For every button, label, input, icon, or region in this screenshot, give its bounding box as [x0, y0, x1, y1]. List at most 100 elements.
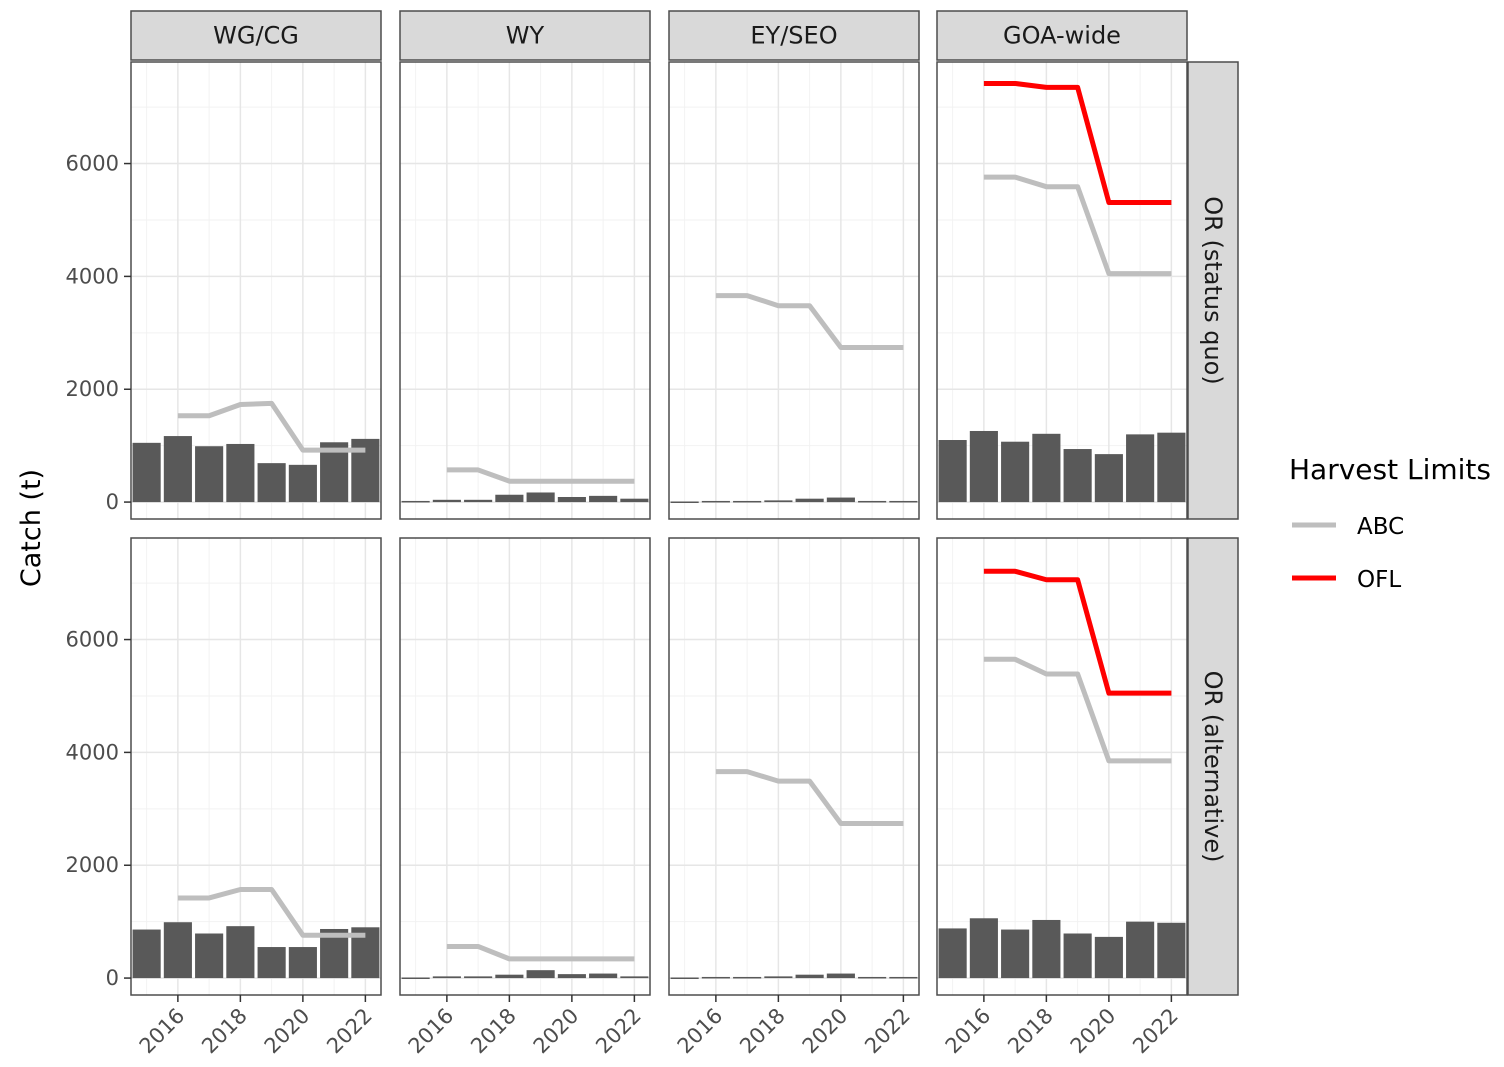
- catch-bar-2020: [288, 947, 317, 979]
- catch-bar-2017: [464, 499, 493, 503]
- catch-bar-2019: [526, 492, 555, 503]
- x-tick-label: 2022: [591, 1004, 646, 1059]
- catch-bar-2019: [795, 498, 824, 503]
- panel-0-2: [668, 61, 920, 520]
- x-tick-label: 2018: [466, 1004, 521, 1059]
- panel-border: [936, 537, 1188, 996]
- catch-bar-2017: [1001, 441, 1030, 503]
- catch-bar-2016: [969, 918, 998, 979]
- panel-1-2: [668, 537, 920, 996]
- catch-bar-2018: [1032, 919, 1061, 979]
- abc-line: [983, 174, 1172, 277]
- column-strip-box: [130, 10, 382, 61]
- catch-bar-2022: [620, 976, 649, 979]
- panel-background: [131, 538, 381, 995]
- column-strip-label: EY/SEO: [750, 22, 837, 50]
- column-strip-box: [936, 10, 1188, 61]
- catch-bar-2020: [826, 973, 855, 979]
- x-axis: 2016 2018 2020 2022 2016 2018 2020 2022 2016 2018…: [135, 995, 1183, 1058]
- catch-bar-2015: [132, 929, 161, 979]
- catch-bar-2018: [495, 494, 524, 503]
- catch-bar-2020: [1094, 454, 1123, 503]
- catch-bar-2019: [257, 463, 286, 503]
- abc-line: [715, 293, 904, 350]
- y-tick-label: 2000: [66, 853, 119, 877]
- catch-bar-2015: [670, 977, 699, 980]
- panel-0-1: [399, 61, 651, 520]
- catch-bar-2016: [969, 430, 998, 503]
- y-tick-label: 0: [106, 490, 119, 514]
- x-tick-label: 2022: [322, 1004, 377, 1059]
- catch-bar-2016: [701, 500, 730, 503]
- abc-line: [446, 467, 635, 484]
- row-strip-label: OR (status quo): [1199, 196, 1227, 384]
- catch-bar-2018: [1032, 433, 1061, 503]
- row-strip-box: [1187, 537, 1239, 996]
- y-axis-title: Catch (t): [16, 469, 47, 587]
- panel-border: [130, 61, 382, 520]
- catch-bar-2020: [557, 496, 586, 503]
- catch-bar-2017: [464, 976, 493, 979]
- legend: Harvest Limits ABC OFL: [1289, 453, 1491, 593]
- y-tick-label: 6000: [66, 628, 119, 652]
- catch-bar-2019: [526, 970, 555, 979]
- x-tick-label: 2016: [941, 1004, 996, 1059]
- panel-background: [669, 538, 919, 995]
- panel-border: [936, 61, 1188, 520]
- catch-bar-2015: [132, 442, 161, 503]
- catch-bar-2015: [401, 500, 430, 503]
- column-strip-label: WY: [506, 22, 545, 50]
- panel-0-3: [936, 61, 1188, 520]
- catch-bar-2016: [432, 976, 461, 979]
- catch-bar-2017: [195, 446, 224, 503]
- abc-line: [446, 943, 635, 962]
- panel-1-0: [130, 537, 382, 996]
- catch-bar-2017: [733, 976, 762, 979]
- panel-border: [668, 537, 920, 996]
- abc-line: [983, 656, 1172, 764]
- column-strips: WG/CG WY EY/SEO GOA-wide: [130, 10, 1188, 61]
- catch-bar-2022: [1157, 432, 1186, 503]
- catch-bar-2019: [1063, 933, 1092, 979]
- catch-bar-2015: [938, 440, 967, 503]
- catch-bar-2020: [288, 464, 317, 503]
- catch-bar-2021: [589, 495, 618, 503]
- catch-bar-2020: [826, 497, 855, 503]
- x-tick-label: 2022: [1128, 1004, 1183, 1059]
- catch-bar-2020: [1094, 936, 1123, 979]
- catch-bar-2021: [589, 973, 618, 979]
- panel-1-3: [936, 537, 1188, 996]
- panel-background: [400, 538, 650, 995]
- y-tick-label: 4000: [66, 264, 119, 288]
- catch-bar-2022: [889, 976, 918, 979]
- abc-line: [177, 400, 366, 453]
- catch-bar-2016: [432, 499, 461, 503]
- x-tick-label: 2020: [1066, 1004, 1121, 1059]
- panel-border: [668, 61, 920, 520]
- legend-title: Harvest Limits: [1289, 453, 1491, 486]
- panel-1-1: [399, 537, 651, 996]
- column-strip-box: [399, 10, 651, 61]
- panel-background: [400, 62, 650, 519]
- legend-label-ofl: OFL: [1357, 567, 1401, 593]
- x-tick-label: 2020: [798, 1004, 853, 1059]
- panel-border: [130, 537, 382, 996]
- x-tick-label: 2020: [529, 1004, 584, 1059]
- y-tick-label: 4000: [66, 740, 119, 764]
- catch-bar-2017: [733, 500, 762, 503]
- x-tick-label: 2022: [860, 1004, 915, 1059]
- row-strip-label: OR (alternative): [1199, 671, 1227, 863]
- legend-label-abc: ABC: [1357, 514, 1404, 540]
- catch-bar-2018: [226, 926, 255, 979]
- catch-bar-2016: [163, 436, 192, 503]
- catch-bar-2022: [889, 500, 918, 503]
- catch-bar-2021: [858, 500, 887, 503]
- x-tick-label: 2018: [735, 1004, 790, 1059]
- catch-bar-2018: [764, 500, 793, 503]
- column-strip-label: WG/CG: [213, 22, 299, 50]
- catch-bar-2020: [557, 974, 586, 979]
- x-tick-label: 2018: [197, 1004, 252, 1059]
- panel-border: [399, 61, 651, 520]
- abc-line: [715, 769, 904, 826]
- ofl-line: [983, 80, 1172, 205]
